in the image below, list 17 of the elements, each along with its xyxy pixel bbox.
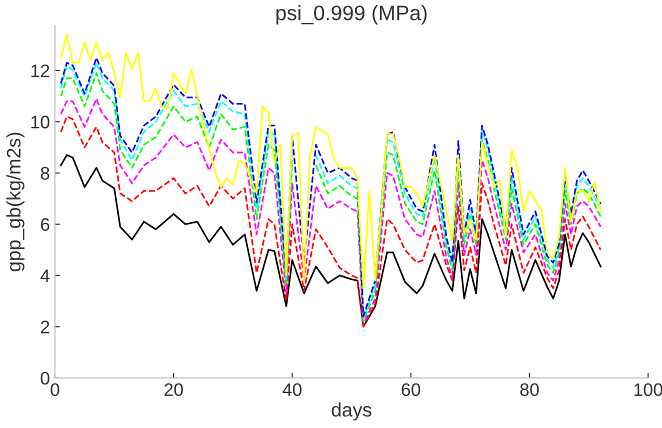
y-axis-title: gpp_gb(kg/m2s) xyxy=(6,132,24,272)
y-tick-label: 12 xyxy=(31,64,50,78)
x-axis-title: days xyxy=(332,402,372,421)
x-tick-label: 20 xyxy=(164,383,183,396)
y-tick-label: 6 xyxy=(40,218,50,231)
y-tick-label: 2 xyxy=(40,320,50,334)
x-tick-label: 80 xyxy=(520,383,539,396)
y-tick-label: 10 xyxy=(31,116,50,128)
chart-title: psi_0.999 (MPa) xyxy=(276,5,427,24)
x-tick-label: 0 xyxy=(50,383,60,396)
x-tick-label: 60 xyxy=(402,383,420,396)
y-tick-label: 0 xyxy=(40,372,50,385)
y-tick-label: 4 xyxy=(40,270,50,282)
y-tick-label: 8 xyxy=(40,166,50,180)
x-tick-label: 40 xyxy=(282,383,302,396)
line-series xyxy=(60,34,602,290)
x-tick-label: 100 xyxy=(634,383,662,396)
